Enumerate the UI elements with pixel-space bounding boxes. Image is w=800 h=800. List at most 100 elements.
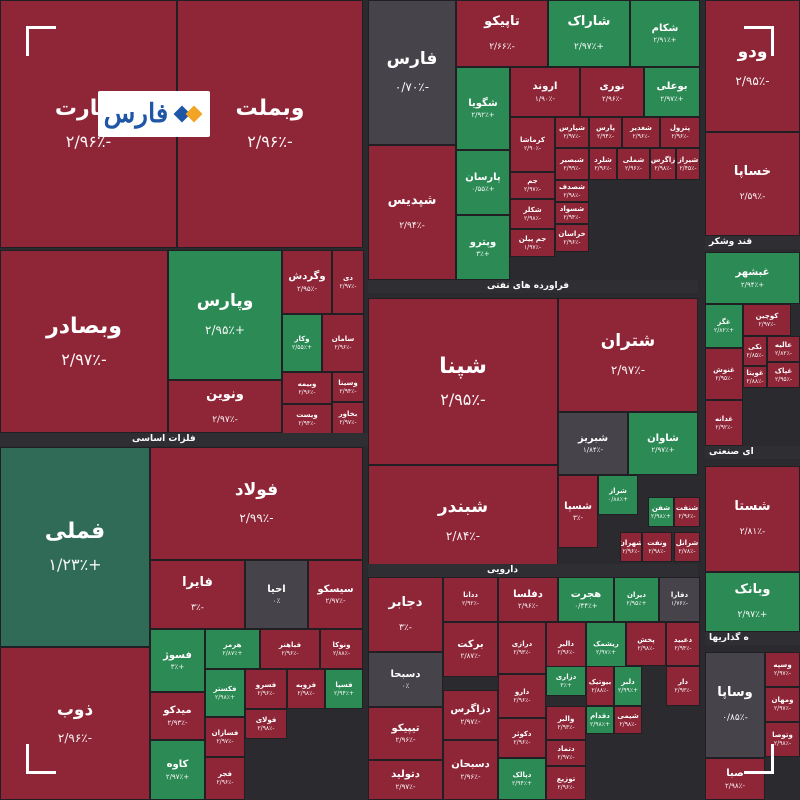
treemap-tile[interactable]: خساپا -۲/۵۹٪ xyxy=(705,132,800,236)
treemap-tile[interactable]: فسرو -۲/۹۶٪ xyxy=(245,669,287,709)
treemap-tile[interactable]: دزاری +۳٪ xyxy=(546,666,586,696)
treemap-tile[interactable]: پارسان +۰/۵۵٪ xyxy=(456,150,510,215)
treemap-tile[interactable]: غدانه -۲/۹۲٪ xyxy=(705,400,743,446)
treemap-tile[interactable]: ونوکا -۲/۸۸٪ xyxy=(320,629,363,669)
treemap-tile[interactable]: نوری -۲/۹۶٪ xyxy=(580,67,644,117)
treemap-tile[interactable]: غبشهر +۲/۹۴٪ xyxy=(705,252,800,304)
treemap-tile[interactable]: صبا -۲/۹۸٪ xyxy=(705,758,765,800)
treemap-tile[interactable]: بیوتیک -۲/۸۸٪ xyxy=(586,666,614,706)
treemap-tile[interactable]: شاوان +۲/۹۷٪ xyxy=(628,412,698,475)
treemap-tile[interactable]: هرمز +۲/۸۷٪ xyxy=(205,629,260,669)
treemap-tile[interactable]: فملی +۱/۲۳٪ xyxy=(0,447,150,647)
treemap-tile[interactable]: توزیع -۲/۹۶٪ xyxy=(546,766,586,800)
treemap-tile[interactable]: شاراک +۲/۹۷٪ xyxy=(548,0,630,67)
treemap-tile[interactable]: عالیه -۲/۸۲٪ xyxy=(767,336,800,362)
treemap-tile[interactable]: شفن +۲/۹۸٪ xyxy=(648,497,674,527)
treemap-tile[interactable]: غپاک -۲/۹۵٪ xyxy=(767,362,800,388)
treemap-tile[interactable]: والبر -۲/۹۳٪ xyxy=(546,706,586,740)
treemap-tile[interactable]: دعبید -۲/۹۴٪ xyxy=(666,622,700,666)
treemap-tile[interactable]: شپنا -۲/۹۵٪ xyxy=(368,298,558,465)
treemap-tile[interactable]: دقدام +۲/۹۸٪ xyxy=(586,706,614,734)
treemap-tile[interactable]: شپدیس -۲/۹۴٪ xyxy=(368,145,456,280)
treemap-tile[interactable]: جم -۲/۹۷٪ xyxy=(510,172,555,199)
treemap-tile[interactable]: دفلسا -۲/۹۶٪ xyxy=(498,577,558,622)
treemap-tile[interactable]: فولاد -۲/۹۹٪ xyxy=(150,447,363,560)
treemap-tile[interactable]: وگردش -۲/۹۵٪ xyxy=(282,250,332,314)
treemap-tile[interactable]: دارو -۲/۹۶٪ xyxy=(498,674,546,718)
treemap-tile[interactable]: کوچین -۲/۹۷٪ xyxy=(743,304,791,336)
treemap-tile[interactable]: شپارس -۲/۹۷٪ xyxy=(555,117,589,148)
treemap-tile[interactable]: وسینا -۲/۹۴٪ xyxy=(332,372,364,402)
treemap-tile[interactable]: ومهان -۲/۹۷٪ xyxy=(765,687,800,722)
treemap-tile[interactable]: شتران -۲/۹۷٪ xyxy=(558,298,698,412)
treemap-tile[interactable]: ددانا -۲/۹۲٪ xyxy=(443,577,498,622)
treemap-tile[interactable]: فولای -۲/۹۸٪ xyxy=(245,709,287,739)
treemap-tile[interactable]: شراز +۰/۸۸٪ xyxy=(598,475,638,515)
treemap-tile[interactable]: شصدف -۲/۹۸٪ xyxy=(555,180,589,202)
treemap-tile[interactable]: غنوش -۲/۹۵٪ xyxy=(705,348,743,400)
treemap-tile[interactable]: پخش -۲/۹۸٪ xyxy=(626,622,666,666)
treemap-tile[interactable]: وبانک +۲/۹۷٪ xyxy=(705,572,800,632)
treemap-tile[interactable]: بوعلی +۲/۹۷٪ xyxy=(644,67,700,117)
treemap-tile[interactable]: دلبر +۲/۹۹٪ xyxy=(614,666,642,706)
treemap-tile[interactable]: میدکو -۲/۹۳٪ xyxy=(150,692,205,740)
treemap-tile[interactable]: شیراز -۲/۴۵٪ xyxy=(676,148,700,180)
treemap-tile[interactable]: دجابر -۳٪ xyxy=(368,577,443,652)
treemap-tile[interactable]: دسبحان -۲/۹۶٪ xyxy=(443,740,498,800)
treemap-tile[interactable]: شلرد -۲/۹۶٪ xyxy=(589,148,617,180)
treemap-tile[interactable]: فجر -۲/۹۶٪ xyxy=(205,757,245,800)
treemap-tile[interactable]: ودو -۲/۹۵٪ xyxy=(705,0,800,132)
treemap-tile[interactable]: شبصیر -۲/۹۹٪ xyxy=(555,148,589,180)
treemap-tile[interactable]: شکام +۲/۹۱٪ xyxy=(630,0,700,67)
treemap-tile[interactable]: ونوین -۲/۹۷٪ xyxy=(168,380,282,433)
treemap-tile[interactable]: پارس -۲/۹۴٪ xyxy=(589,117,622,148)
treemap-tile[interactable]: دار -۲/۹۳٪ xyxy=(666,666,700,706)
treemap-tile[interactable]: فایرا -۳٪ xyxy=(150,560,245,629)
treemap-tile[interactable]: فسوژ +۳٪ xyxy=(150,629,205,692)
treemap-tile[interactable]: شنفت -۲/۹۶٪ xyxy=(674,497,700,527)
treemap-tile[interactable]: شستا -۲/۸۱٪ xyxy=(705,466,800,572)
treemap-tile[interactable]: فباهنر -۲/۹۶٪ xyxy=(260,629,320,669)
treemap-tile[interactable]: دی -۲/۹۷٪ xyxy=(332,250,364,314)
treemap-tile[interactable]: وپارس +۲/۹۵٪ xyxy=(168,250,282,380)
treemap-tile[interactable]: دتولید -۲/۹۷٪ xyxy=(368,760,443,800)
treemap-tile[interactable]: خراسان -۲/۹۶٪ xyxy=(555,224,589,252)
treemap-tile[interactable]: شغدیر -۲/۹۶٪ xyxy=(622,117,660,148)
treemap-tile[interactable]: فزوبه -۲/۹۸٪ xyxy=(287,669,325,709)
treemap-tile[interactable]: تاپیکو -۲/۶۶٪ xyxy=(456,0,548,67)
treemap-tile[interactable]: فسازان -۲/۹۷٪ xyxy=(205,717,245,757)
treemap-tile[interactable]: شیمی -۲/۹۸٪ xyxy=(614,706,642,734)
treemap-tile[interactable]: وکار +۲/۵۵٪ xyxy=(282,314,322,372)
treemap-tile[interactable]: شهران -۲/۹۶٪ xyxy=(620,532,642,562)
treemap-tile[interactable]: زاگرس -۲/۹۸٪ xyxy=(650,148,676,180)
treemap-tile[interactable]: وبصادر -۲/۹۷٪ xyxy=(0,250,168,433)
treemap-tile[interactable]: دسبحا ۰٪ xyxy=(368,652,443,707)
treemap-tile[interactable]: دفارا -۱/۷۶٪ xyxy=(659,577,700,622)
treemap-tile[interactable]: بخاور -۲/۹۷٪ xyxy=(332,402,364,434)
treemap-tile[interactable]: کاوه +۲/۹۷٪ xyxy=(150,740,205,800)
treemap-tile[interactable]: تیپیکو -۲/۹۶٪ xyxy=(368,707,443,760)
treemap-tile[interactable]: فسپا +۲/۹۴٪ xyxy=(325,669,363,709)
treemap-tile[interactable]: وسپه -۲/۹۷٪ xyxy=(765,652,800,687)
treemap-tile[interactable]: غگز +۲/۸۲٪ xyxy=(705,304,743,348)
treemap-tile[interactable]: ویست -۲/۹۴٪ xyxy=(282,404,332,434)
treemap-tile[interactable]: دزاگرس -۲/۹۷٪ xyxy=(443,690,498,740)
treemap-tile[interactable]: دیران +۲/۹۵٪ xyxy=(614,577,659,622)
treemap-tile[interactable]: شبریز -۱/۸۴٪ xyxy=(558,412,628,475)
treemap-tile[interactable]: دالبر -۲/۹۶٪ xyxy=(546,622,586,674)
treemap-tile[interactable]: احیا ۰٪ xyxy=(245,560,308,629)
treemap-tile[interactable]: نکی -۲/۸۵٪ xyxy=(743,336,767,366)
treemap-tile[interactable]: ریشمک +۲/۹۷٪ xyxy=(586,622,626,674)
treemap-tile[interactable]: دپالک +۲/۹۴٪ xyxy=(498,758,546,800)
treemap-tile[interactable]: ونفت -۲/۹۸٪ xyxy=(642,532,672,562)
treemap-tile[interactable]: شکلر -۲/۹۸٪ xyxy=(510,199,555,229)
treemap-tile[interactable]: هجرت +۰/۴۴٪ xyxy=(558,577,614,622)
treemap-tile[interactable]: ذوب -۲/۹۶٪ xyxy=(0,647,150,800)
treemap-tile[interactable]: فکستر +۲/۹۸٪ xyxy=(205,669,245,717)
treemap-tile[interactable]: وتوصا -۲/۹۸٪ xyxy=(765,722,800,757)
treemap-tile[interactable]: شسواد -۲/۹۴٪ xyxy=(555,202,589,224)
treemap-tile[interactable]: جم پیلن -۱/۹۷٪ xyxy=(510,229,555,257)
treemap-tile[interactable]: اروند -۱/۹۰٪ xyxy=(510,67,580,117)
treemap-tile[interactable]: برکت -۲/۸۷٪ xyxy=(443,622,498,677)
treemap-tile[interactable]: درازی -۲/۹۳٪ xyxy=(498,622,546,674)
